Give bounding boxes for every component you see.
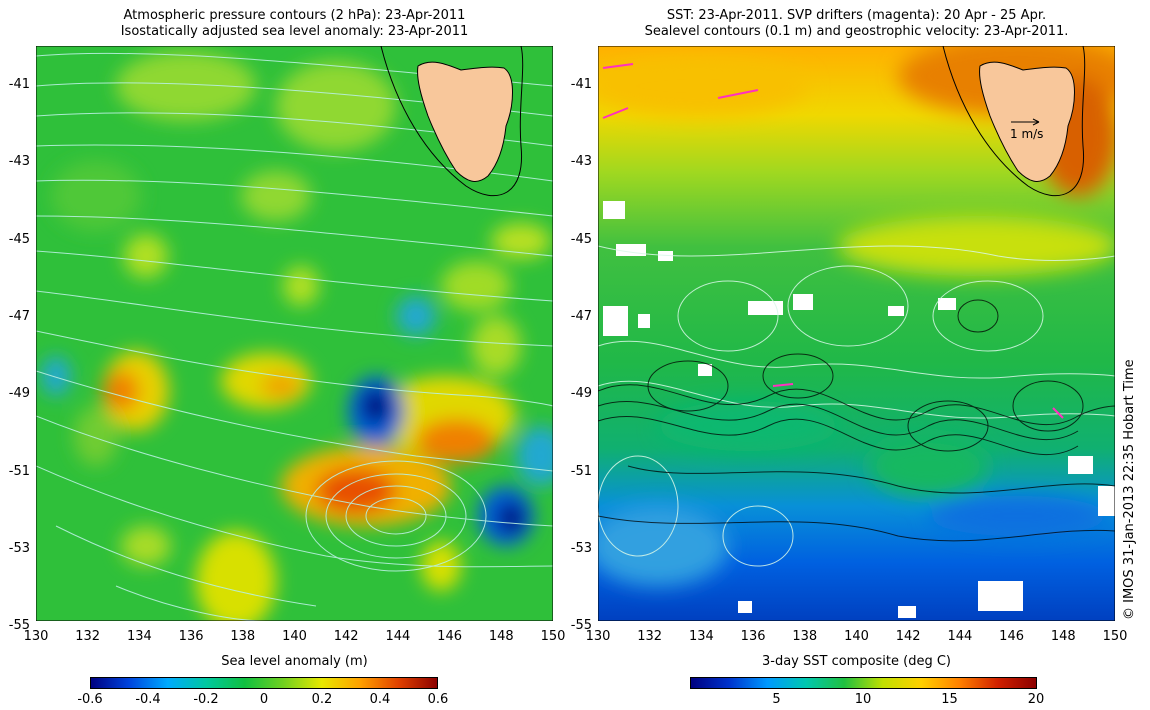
longitude-tick-label: 150: [540, 629, 566, 644]
sla-colorbar: [90, 677, 438, 689]
longitude-tick-label: 138: [792, 629, 818, 644]
latitude-tick-label: -45: [8, 231, 30, 247]
longitude-tick-label: 146: [999, 629, 1024, 644]
sst-colorbar-tick: 15: [941, 692, 958, 707]
latitude-tick-label: -47: [570, 308, 592, 324]
sla-colorbar-tick: -0.6: [77, 692, 103, 707]
longitude-tick-label: 144: [385, 629, 411, 644]
longitude-tick-label: 132: [75, 629, 101, 644]
sst-colorbar-tick: 10: [854, 692, 872, 707]
sla-colorbar-tick: 0.6: [427, 692, 449, 707]
sst-colorbar-tick: 5: [772, 692, 781, 707]
latitude-tick-label: -49: [8, 386, 30, 402]
left-title-line1: Atmospheric pressure contours (2 hPa): 2…: [123, 8, 466, 23]
right-colorbar-label: 3-day SST composite (deg C): [761, 654, 952, 669]
longitude-tick-label: 144: [947, 629, 973, 644]
sla-colorbar-tick: -0.2: [193, 692, 219, 707]
sla-colorbar-tick: 0: [259, 692, 269, 707]
latitude-tick-label: -51: [8, 463, 30, 479]
velocity-scale-label: 1 m/s: [1010, 127, 1043, 141]
latitude-tick-label: -53: [570, 540, 592, 556]
latitude-tick-label: -53: [8, 540, 30, 556]
left-colorbar-label: Sea level anomaly (m): [221, 654, 368, 669]
longitude-tick-label: 142: [333, 629, 359, 644]
longitude-tick-label: 140: [844, 629, 869, 644]
sla-colorbar-tick: 0.2: [311, 692, 333, 707]
sea-level-anomaly-map: [36, 46, 553, 621]
longitude-tick-label: 148: [488, 629, 514, 644]
longitude-tick-label: 134: [126, 629, 152, 644]
left-title-line2: Isostatically adjusted sea level anomaly…: [120, 24, 469, 39]
sla-colorbar-tick: 0.4: [369, 692, 391, 707]
longitude-tick-label: 150: [1102, 629, 1128, 644]
longitude-tick-label: 134: [688, 629, 714, 644]
latitude-tick-label: -55: [570, 618, 592, 634]
latitude-tick-label: -49: [570, 386, 592, 402]
tasmania-land: [417, 61, 513, 182]
longitude-tick-label: 138: [230, 629, 256, 644]
longitude-tick-label: 130: [585, 629, 611, 644]
latitude-tick-label: -45: [570, 231, 592, 247]
latitude-tick-label: -43: [8, 154, 30, 170]
longitude-tick-label: 148: [1050, 629, 1076, 644]
sst-colorbar-tick: 20: [1027, 692, 1045, 707]
longitude-tick-label: 140: [282, 629, 307, 644]
sst-velocity-map: 1 m/s: [598, 46, 1115, 621]
right-title-line2: Sealevel contours (0.1 m) and geostrophi…: [644, 24, 1069, 39]
latitude-tick-label: -47: [8, 308, 30, 324]
latitude-tick-label: -51: [570, 463, 592, 479]
sst-colorbar: [690, 677, 1037, 689]
longitude-tick-label: 136: [178, 629, 204, 644]
velocity-scale-arrow: [1011, 118, 1040, 126]
longitude-tick-label: 132: [637, 629, 663, 644]
longitude-tick-label: 142: [895, 629, 921, 644]
latitude-tick-label: -55: [8, 618, 30, 634]
latitude-tick-label: -41: [8, 77, 30, 92]
sla-colorbar-tick: -0.4: [135, 692, 161, 707]
longitude-tick-label: 130: [23, 629, 49, 644]
imos-credit: © IMOS 31-Jan-2013 22:35 Hobart Time: [1122, 359, 1137, 620]
right-title-line1: SST: 23-Apr-2011. SVP drifters (magenta)…: [666, 8, 1047, 23]
longitude-tick-label: 146: [437, 629, 462, 644]
longitude-tick-label: 136: [740, 629, 766, 644]
latitude-tick-label: -43: [570, 154, 592, 170]
latitude-tick-label: -41: [570, 77, 592, 92]
